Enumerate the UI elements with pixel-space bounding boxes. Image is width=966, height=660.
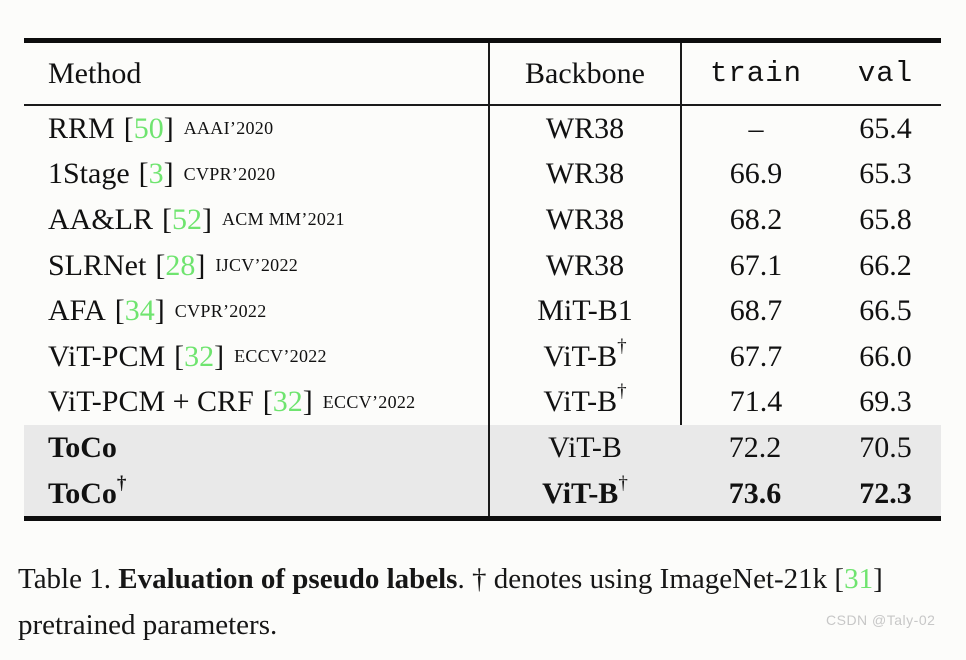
citation: [50] (123, 111, 174, 145)
val-cell: 66.5 (859, 294, 912, 328)
citation-number: 34 (124, 294, 155, 328)
venue-tag: IJCV’2022 (215, 255, 299, 276)
venue-tag: ECCV’2022 (234, 346, 327, 367)
citation: [52] (162, 202, 212, 236)
val-cell: 65.4 (859, 111, 912, 145)
citation-number: 50 (133, 111, 164, 145)
backbone-cell: MiT-B1 (488, 288, 680, 334)
table-row: ViT-PCM + CRF [32] ECCV’2022 ViT-B † 71.4… (24, 379, 941, 426)
venue-tag: CVPR’2022 (174, 300, 267, 321)
backbone-cell: ViT-B † (488, 379, 680, 426)
backbone-cell: WR38 (488, 197, 680, 243)
header-train: train (680, 43, 830, 104)
table-row: AFA [34] CVPR’2022 MiT-B1 68.7 66.5 (24, 288, 941, 334)
caption-mid: . † denotes using ImageNet-21k (457, 563, 835, 595)
method-cell: SLRNet [28] IJCV’2022 (24, 243, 488, 289)
header-backbone-label: Backbone (525, 56, 645, 90)
method-name: 1Stage (48, 157, 130, 191)
citation-number: 3 (148, 157, 164, 191)
val-cell: 66.2 (859, 248, 912, 282)
backbone-cell: WR38 (488, 151, 680, 198)
method-cell: ToCo (24, 425, 488, 471)
header-val: val (830, 43, 941, 104)
citation: [34] (114, 294, 165, 328)
train-cell: – (680, 106, 830, 152)
table-row: RRM [50] AAAI’2020 WR38 – 65.4 (24, 106, 941, 152)
backbone-cell: ViT-B † (488, 333, 680, 380)
citation-number: 32 (184, 339, 215, 373)
results-table: Method Backbone train val RRM [50] AAAI’… (24, 38, 941, 522)
train-cell: 66.9 (680, 151, 830, 198)
citation-number: 28 (165, 248, 196, 282)
train-cell: 68.7 (680, 288, 830, 334)
table-bottom-rule (24, 516, 941, 522)
table-row: AA&LR [52] ACM MM’2021 WR38 68.2 65.8 (24, 197, 941, 243)
header-backbone: Backbone (488, 43, 680, 104)
method-cell: AA&LR [52] ACM MM’2021 (24, 197, 488, 243)
citation-number: 52 (172, 202, 202, 236)
caption-prefix: Table 1. (18, 563, 119, 595)
venue-tag: CVPR’2020 (183, 163, 276, 184)
train-cell: 73.6 (728, 476, 782, 510)
val-cell: 72.3 (859, 476, 912, 510)
table-row: 1Stage [3] CVPR’2020 WR38 66.9 65.3 (24, 151, 941, 198)
citation: [28] (155, 248, 206, 282)
method-name: ViT-PCM + CRF (48, 385, 254, 419)
citation-number: 32 (272, 385, 303, 419)
backbone-cell: WR38 (488, 106, 680, 152)
train-cell: 67.1 (680, 242, 830, 289)
citation: [32] (174, 339, 225, 373)
header-method-label: Method (48, 56, 142, 90)
val-cell: 66.0 (859, 339, 912, 373)
caption-suffix: pretrained parameters. (18, 609, 278, 641)
val-cell: 65.8 (859, 202, 912, 236)
header-method: Method (24, 43, 488, 104)
table-row-toco-dagger-highlighted: ToCo † ViT-B † 73.6 72.3 (24, 470, 941, 517)
venue-tag: ACM MM’2021 (222, 209, 345, 230)
method-cell: ViT-PCM + CRF [32] ECCV’2022 (24, 380, 488, 426)
citation: [32] (262, 385, 313, 419)
train-cell: 67.7 (680, 333, 830, 380)
venue-tag: ECCV’2022 (322, 391, 416, 412)
method-cell: RRM [50] AAAI’2020 (24, 106, 488, 152)
method-name: AFA (48, 294, 106, 328)
method-cell: ToCo † (48, 472, 127, 510)
backbone-cell: ViT-B (488, 425, 680, 471)
table-row: SLRNet [28] IJCV’2022 WR38 67.1 66.2 (24, 242, 941, 289)
table-top-rule (24, 38, 941, 43)
val-cell: 69.3 (859, 385, 912, 419)
method-name: ViT-PCM (48, 339, 166, 373)
table-header-row: Method Backbone train val (24, 43, 941, 104)
table-row: ViT-PCM [32] ECCV’2022 ViT-B † 67.7 66.0 (24, 333, 941, 380)
method-cell: AFA [34] CVPR’2022 (24, 288, 488, 334)
backbone-cell: WR38 (488, 242, 680, 289)
method-name: ToCo (48, 430, 117, 464)
method-name: ToCo (48, 476, 117, 510)
method-cell: ViT-PCM [32] ECCV’2022 (24, 334, 488, 380)
method-name: RRM (48, 111, 115, 145)
backbone-cell: ViT-B † (488, 470, 680, 517)
method-name: SLRNet (48, 248, 147, 282)
citation: [3] (138, 157, 174, 191)
table-caption: Table 1. Evaluation of pseudo labels. † … (18, 556, 946, 648)
table-row-toco-highlighted: ToCo ViT-B 72.2 70.5 (24, 425, 941, 471)
method-cell: 1Stage [3] CVPR’2020 (24, 152, 488, 198)
val-cell: 70.5 (859, 430, 912, 464)
val-cell: 65.3 (859, 157, 912, 191)
header-val-label: val (857, 57, 914, 90)
watermark: CSDN @Taly-02 (826, 612, 936, 628)
train-cell: 71.4 (680, 379, 830, 426)
header-separator-rule (24, 104, 941, 106)
caption-bold-title: Evaluation of pseudo labels (118, 563, 458, 595)
train-cell: 68.2 (680, 197, 830, 243)
caption-citation-number: 31 (844, 563, 874, 595)
train-cell: 72.2 (728, 430, 782, 464)
method-name: AA&LR (48, 202, 153, 236)
caption-citation: [31] (834, 563, 883, 595)
venue-tag: AAAI’2020 (183, 118, 274, 139)
header-train-label: train (709, 57, 802, 90)
